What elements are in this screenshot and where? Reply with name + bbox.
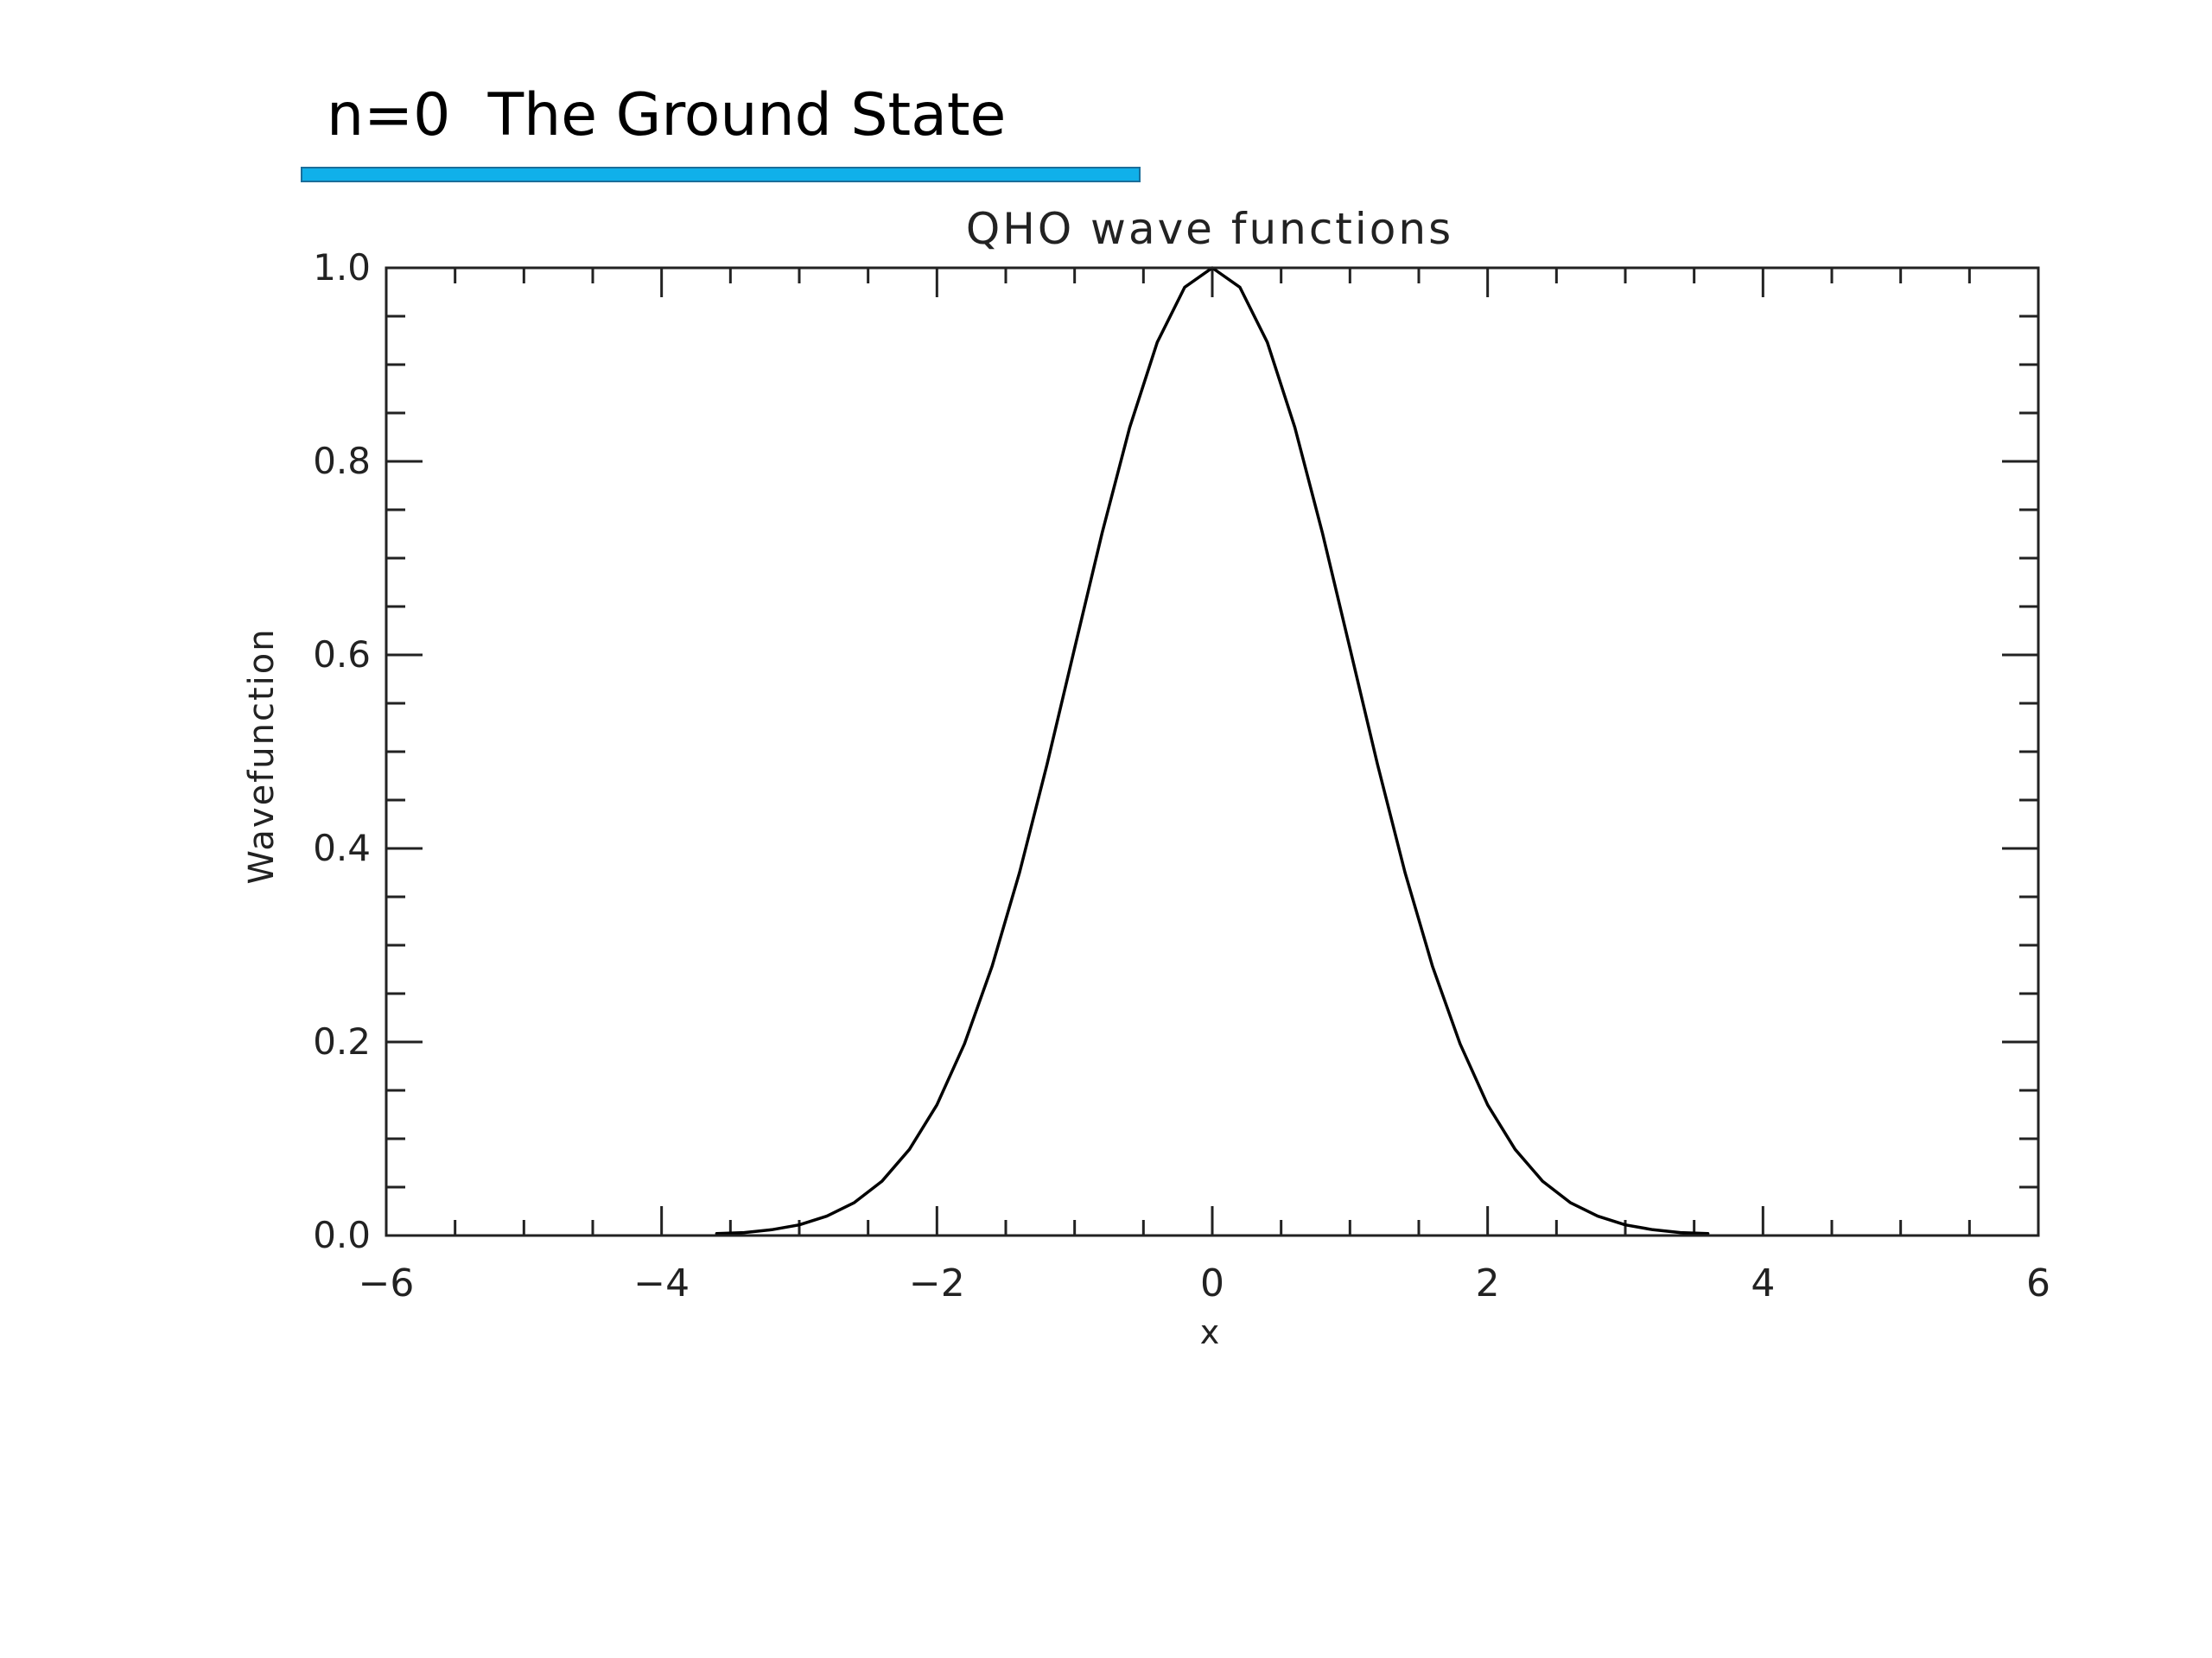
y-tick-label: 0.8 [313, 440, 371, 482]
x-tick-label: −2 [909, 1261, 965, 1305]
x-tick-label: 4 [1751, 1261, 1775, 1305]
heading-accent-bar [301, 167, 1141, 182]
x-tick-label: 0 [1200, 1261, 1224, 1305]
tick-layer [385, 266, 2040, 1237]
series-line [715, 266, 1710, 1236]
y-tick-label: 1.0 [313, 246, 371, 289]
y-tick-label: 0.2 [313, 1020, 371, 1063]
series-layer [715, 266, 1710, 1236]
y-tick-label: 0.4 [313, 827, 371, 869]
plot-area-frame [385, 266, 2040, 1237]
x-tick-label: −6 [359, 1261, 415, 1305]
x-axis-label: x [1200, 1313, 1220, 1351]
tick-label-layer: −6 −4 −2 0 2 4 6 0.0 0.2 0.4 0.6 0.8 1.0 [313, 246, 2050, 1305]
x-tick-label: 6 [2026, 1261, 2050, 1305]
slide-heading: n=0 The Ground State [327, 81, 1007, 149]
x-tick-label: 2 [1476, 1261, 1500, 1305]
x-tick-label: −4 [633, 1261, 690, 1305]
y-axis-label: Wavefunction [242, 627, 282, 884]
chart-title: QHO wave functions [966, 204, 1453, 254]
y-tick-label: 0.6 [313, 633, 371, 676]
y-tick-label: 0.0 [313, 1214, 371, 1256]
